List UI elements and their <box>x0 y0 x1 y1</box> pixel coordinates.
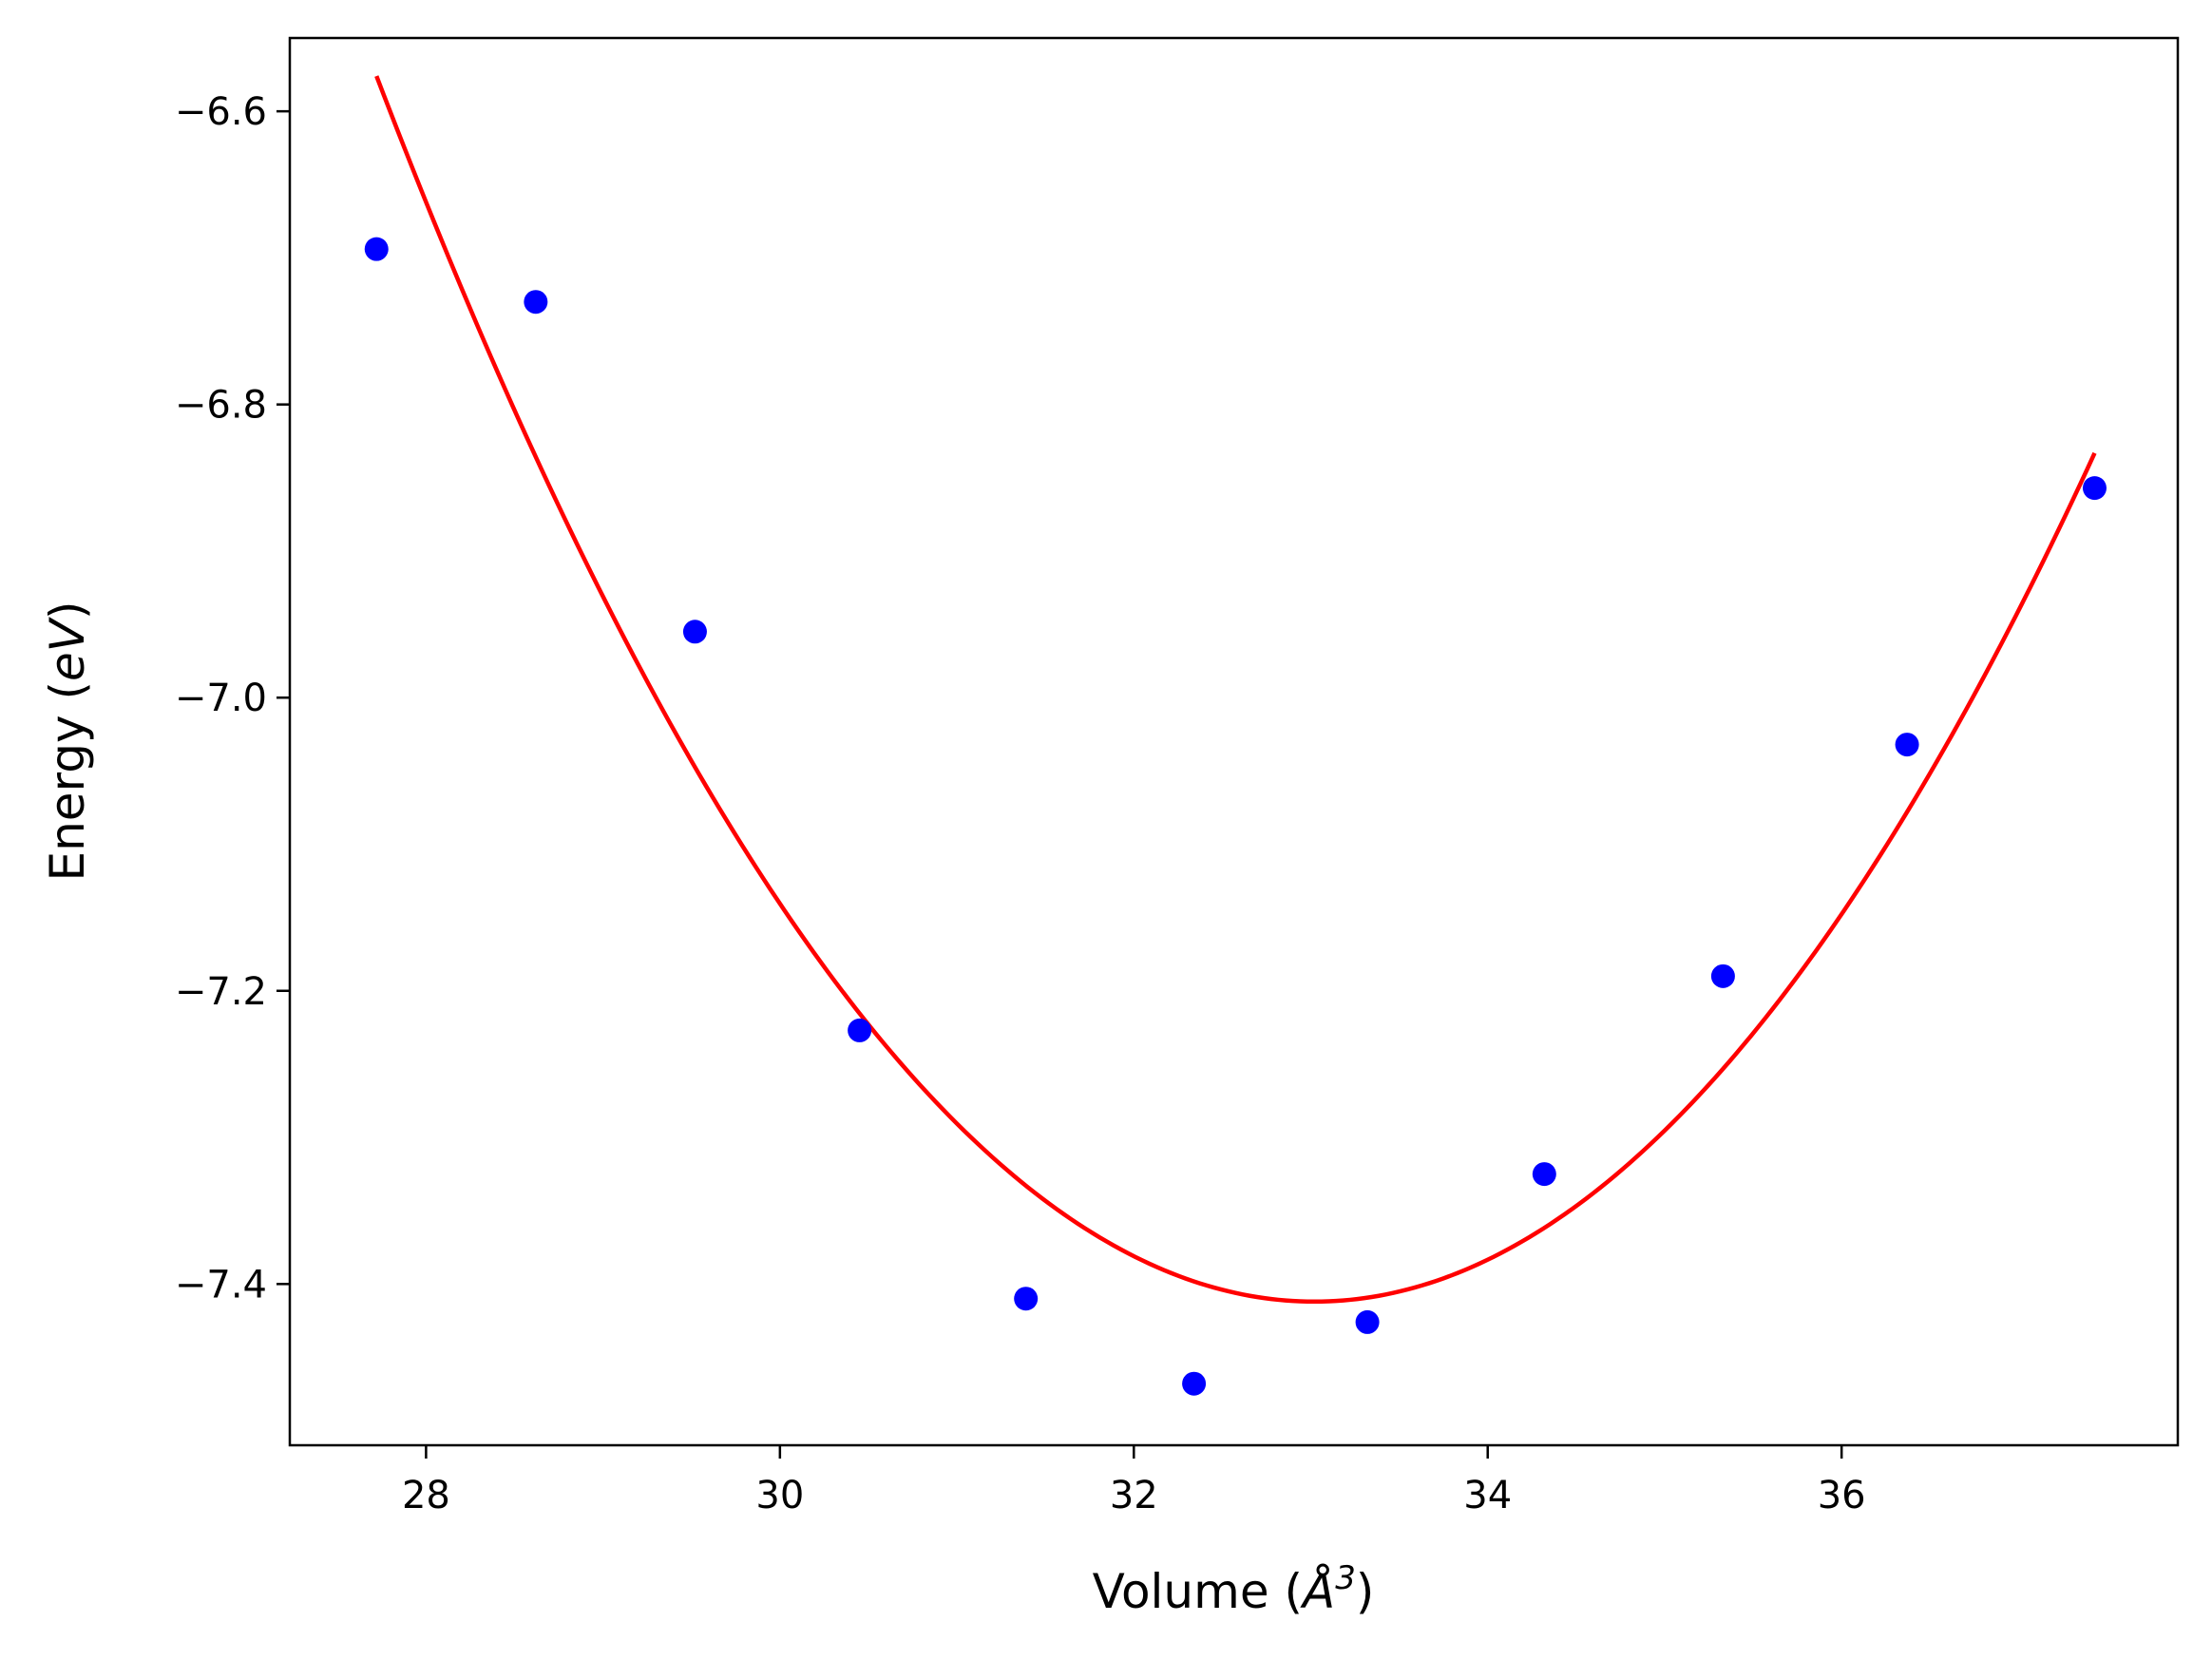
y-tick-label: −7.4 <box>175 1263 267 1307</box>
data-point <box>524 290 548 315</box>
x-tick-label: 28 <box>402 1474 450 1517</box>
x-axis-label: Volume (Å3) <box>1093 1559 1375 1619</box>
x-tick-label: 30 <box>755 1474 804 1517</box>
data-point <box>848 1018 872 1042</box>
data-point <box>1355 1309 1380 1334</box>
fit-curve <box>374 75 2097 1305</box>
axes-frame <box>288 36 2180 1447</box>
y-axis-label: Energy (eV) <box>40 601 95 882</box>
data-point <box>1710 964 1735 988</box>
data-point <box>1532 1162 1556 1187</box>
data-point <box>364 237 389 261</box>
x-tick-label: 36 <box>1818 1474 1866 1517</box>
data-point <box>1014 1287 1039 1311</box>
x-tick-label: 34 <box>1463 1474 1512 1517</box>
plot-area <box>364 75 2107 1396</box>
data-point <box>682 620 707 644</box>
y-tick-label: −7.2 <box>175 970 267 1014</box>
data-point <box>1182 1371 1207 1396</box>
y-tick-label: −6.8 <box>175 384 267 428</box>
y-tick-label: −7.0 <box>175 677 267 720</box>
data-point <box>2082 476 2107 501</box>
data-point <box>1895 733 1919 757</box>
x-tick-label: 32 <box>1110 1474 1158 1517</box>
y-axis-ticks: −6.6 −6.8 −7.0 −7.2 −7.4 <box>175 90 290 1307</box>
y-tick-label: −6.6 <box>175 90 267 134</box>
x-axis-ticks: 28 30 32 34 36 <box>402 1445 1866 1517</box>
